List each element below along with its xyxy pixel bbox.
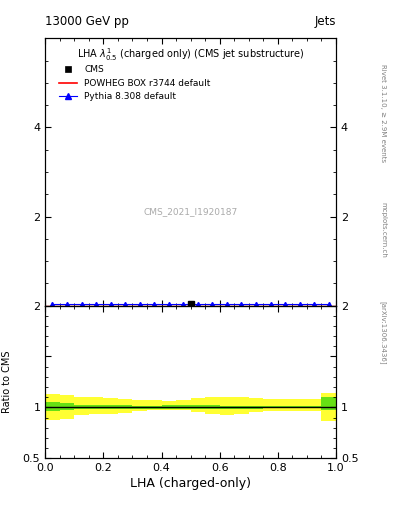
Text: Rivet 3.1.10, ≥ 2.9M events: Rivet 3.1.10, ≥ 2.9M events [380, 63, 386, 162]
Text: [arXiv:1306.3436]: [arXiv:1306.3436] [380, 301, 387, 365]
Text: mcplots.cern.ch: mcplots.cern.ch [380, 202, 386, 259]
Text: CMS_2021_I1920187: CMS_2021_I1920187 [143, 207, 238, 217]
X-axis label: LHA (charged-only): LHA (charged-only) [130, 477, 251, 490]
Text: LHA $\lambda^{1}_{0.5}$ (charged only) (CMS jet substructure): LHA $\lambda^{1}_{0.5}$ (charged only) (… [77, 47, 305, 63]
Text: 13000 GeV pp: 13000 GeV pp [45, 15, 129, 28]
Legend: CMS, POWHEG BOX r3744 default, Pythia 8.308 default: CMS, POWHEG BOX r3744 default, Pythia 8.… [55, 61, 215, 105]
Y-axis label: Ratio to CMS: Ratio to CMS [2, 351, 12, 413]
Text: Jets: Jets [314, 15, 336, 28]
